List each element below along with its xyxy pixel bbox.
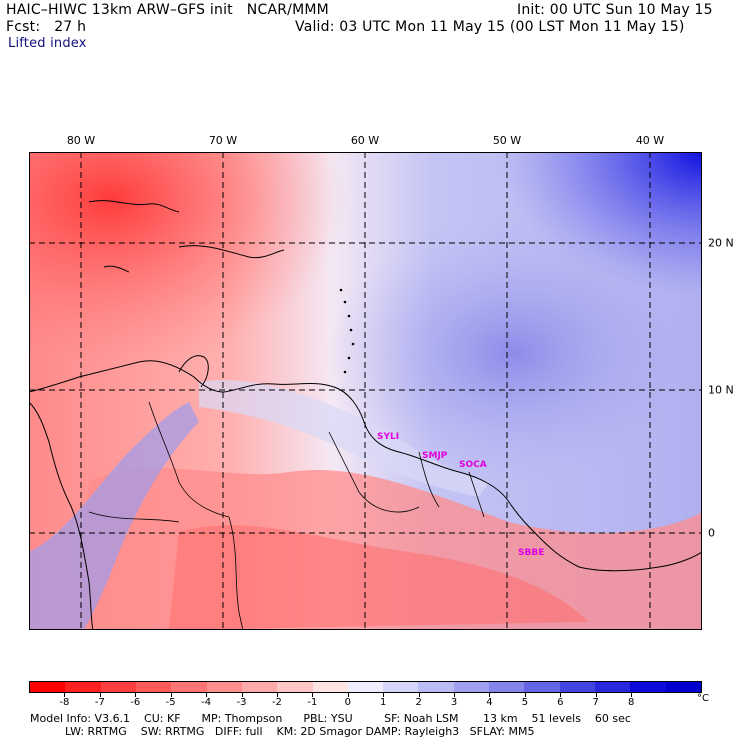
init-time: Init: 00 UTC Sun 10 May 15 (517, 2, 713, 18)
lon-label-80w: 80 W (66, 134, 96, 147)
color-bar-swatch (559, 682, 595, 692)
lon-label-50w: 50 W (492, 134, 522, 147)
color-bar-tick-label: 2 (415, 697, 422, 708)
lon-label-70w: 70 W (208, 134, 238, 147)
color-bar-tick-label: 8 (627, 697, 635, 708)
color-bar-tick (489, 693, 491, 697)
color-bar-tick-label: 3 (450, 697, 458, 708)
site-label-soca: SOCA (459, 460, 487, 470)
color-bar-tick (135, 693, 137, 697)
color-bar-tick-label: 0 (344, 697, 351, 708)
map-frame (29, 152, 702, 630)
color-bar-swatch (135, 682, 172, 692)
color-bar-tick (99, 693, 101, 697)
color-bar-unit: °C (697, 693, 709, 704)
color-bar-tick (383, 693, 385, 697)
color-bar-swatch (630, 682, 666, 692)
map-canvas (29, 152, 702, 630)
lat-label-0: 0 (708, 526, 715, 540)
color-bar-tick-label: -2 (271, 697, 282, 708)
color-bar-tick (170, 693, 172, 697)
field-name: Lifted index (8, 36, 87, 51)
color-bar (29, 681, 702, 693)
color-bar-tick (347, 693, 349, 697)
color-bar-swatch (453, 682, 490, 692)
valid-time: Valid: 03 UTC Mon 11 May 15 (00 LST Mon … (295, 19, 685, 35)
site-label-sbbe: SBBE (518, 548, 545, 558)
field-red-amazon (169, 525, 589, 630)
color-bar-swatch (241, 682, 278, 692)
model-info-line2: LW: RRTMG SW: RRTMG DIFF: full KM: 2D Sm… (30, 725, 535, 738)
model-title: HAIC–HIWC 13km ARW–GFS init NCAR/MMM (6, 2, 329, 18)
color-bar-tick-label: 1 (380, 697, 387, 708)
lon-label-60w: 60 W (350, 134, 380, 147)
color-bar-swatch (418, 682, 454, 692)
color-bar-tick-label: -8 (59, 697, 70, 708)
color-bar-tick (206, 693, 208, 697)
color-bar-swatch (312, 682, 348, 692)
color-bar-tick (454, 693, 456, 697)
color-bar-swatch (206, 682, 242, 692)
color-bar-tick (560, 693, 562, 697)
model-info-line1: Model Info: V3.6.1 CU: KF MP: Thompson P… (30, 712, 631, 725)
color-bar-tick-label: 6 (557, 697, 564, 708)
forecast-hour: Fcst: 27 h (6, 19, 87, 35)
lat-label-10n: 10 N (708, 383, 734, 397)
color-bar-tick (241, 693, 243, 697)
color-bar-swatch (100, 682, 136, 692)
color-bar-swatch (665, 682, 701, 692)
color-bar-swatch (171, 682, 207, 692)
color-bar-swatch (277, 682, 313, 692)
color-bar-tick (524, 693, 526, 697)
color-bar-tick (312, 693, 314, 697)
color-bar-swatch (524, 682, 560, 692)
color-bar-tick-label: -4 (201, 697, 212, 708)
graticule (29, 152, 702, 630)
field-blue-andes (29, 402, 199, 630)
color-bar-tick-label: -6 (130, 697, 141, 708)
color-bar-tick (418, 693, 420, 697)
color-bar-swatch (347, 682, 384, 692)
coastlines (29, 200, 702, 630)
color-bar-swatch (383, 682, 419, 692)
lesser-antilles (339, 288, 355, 374)
color-bar-tick-label: -3 (236, 697, 247, 708)
color-bar-tick (631, 693, 633, 697)
lon-label-40w: 40 W (635, 134, 665, 147)
color-bar-tick-label: 7 (592, 697, 599, 708)
color-bar-tick-label: -5 (165, 697, 176, 708)
color-bar-tick-label: 4 (486, 697, 493, 708)
color-bar-swatch (65, 682, 101, 692)
site-label-smjp: SMJP (422, 451, 448, 461)
color-bar-tick-label: -7 (94, 697, 105, 708)
color-bar-tick-label: -1 (307, 697, 318, 708)
field-pale-guianas (199, 380, 489, 497)
lat-label-20n: 20 N (708, 236, 734, 250)
color-bar-tick (64, 693, 66, 697)
country-borders (88, 401, 485, 630)
color-bar-swatch (595, 682, 631, 692)
color-bar-swatch (30, 682, 66, 692)
lifted-index-map (29, 152, 702, 630)
color-bar-swatch (489, 682, 525, 692)
color-bar-tick (595, 693, 597, 697)
color-bar-tick-label: 5 (521, 697, 529, 708)
site-label-syli: SYLI (377, 432, 400, 442)
color-bar-tick (276, 693, 278, 697)
